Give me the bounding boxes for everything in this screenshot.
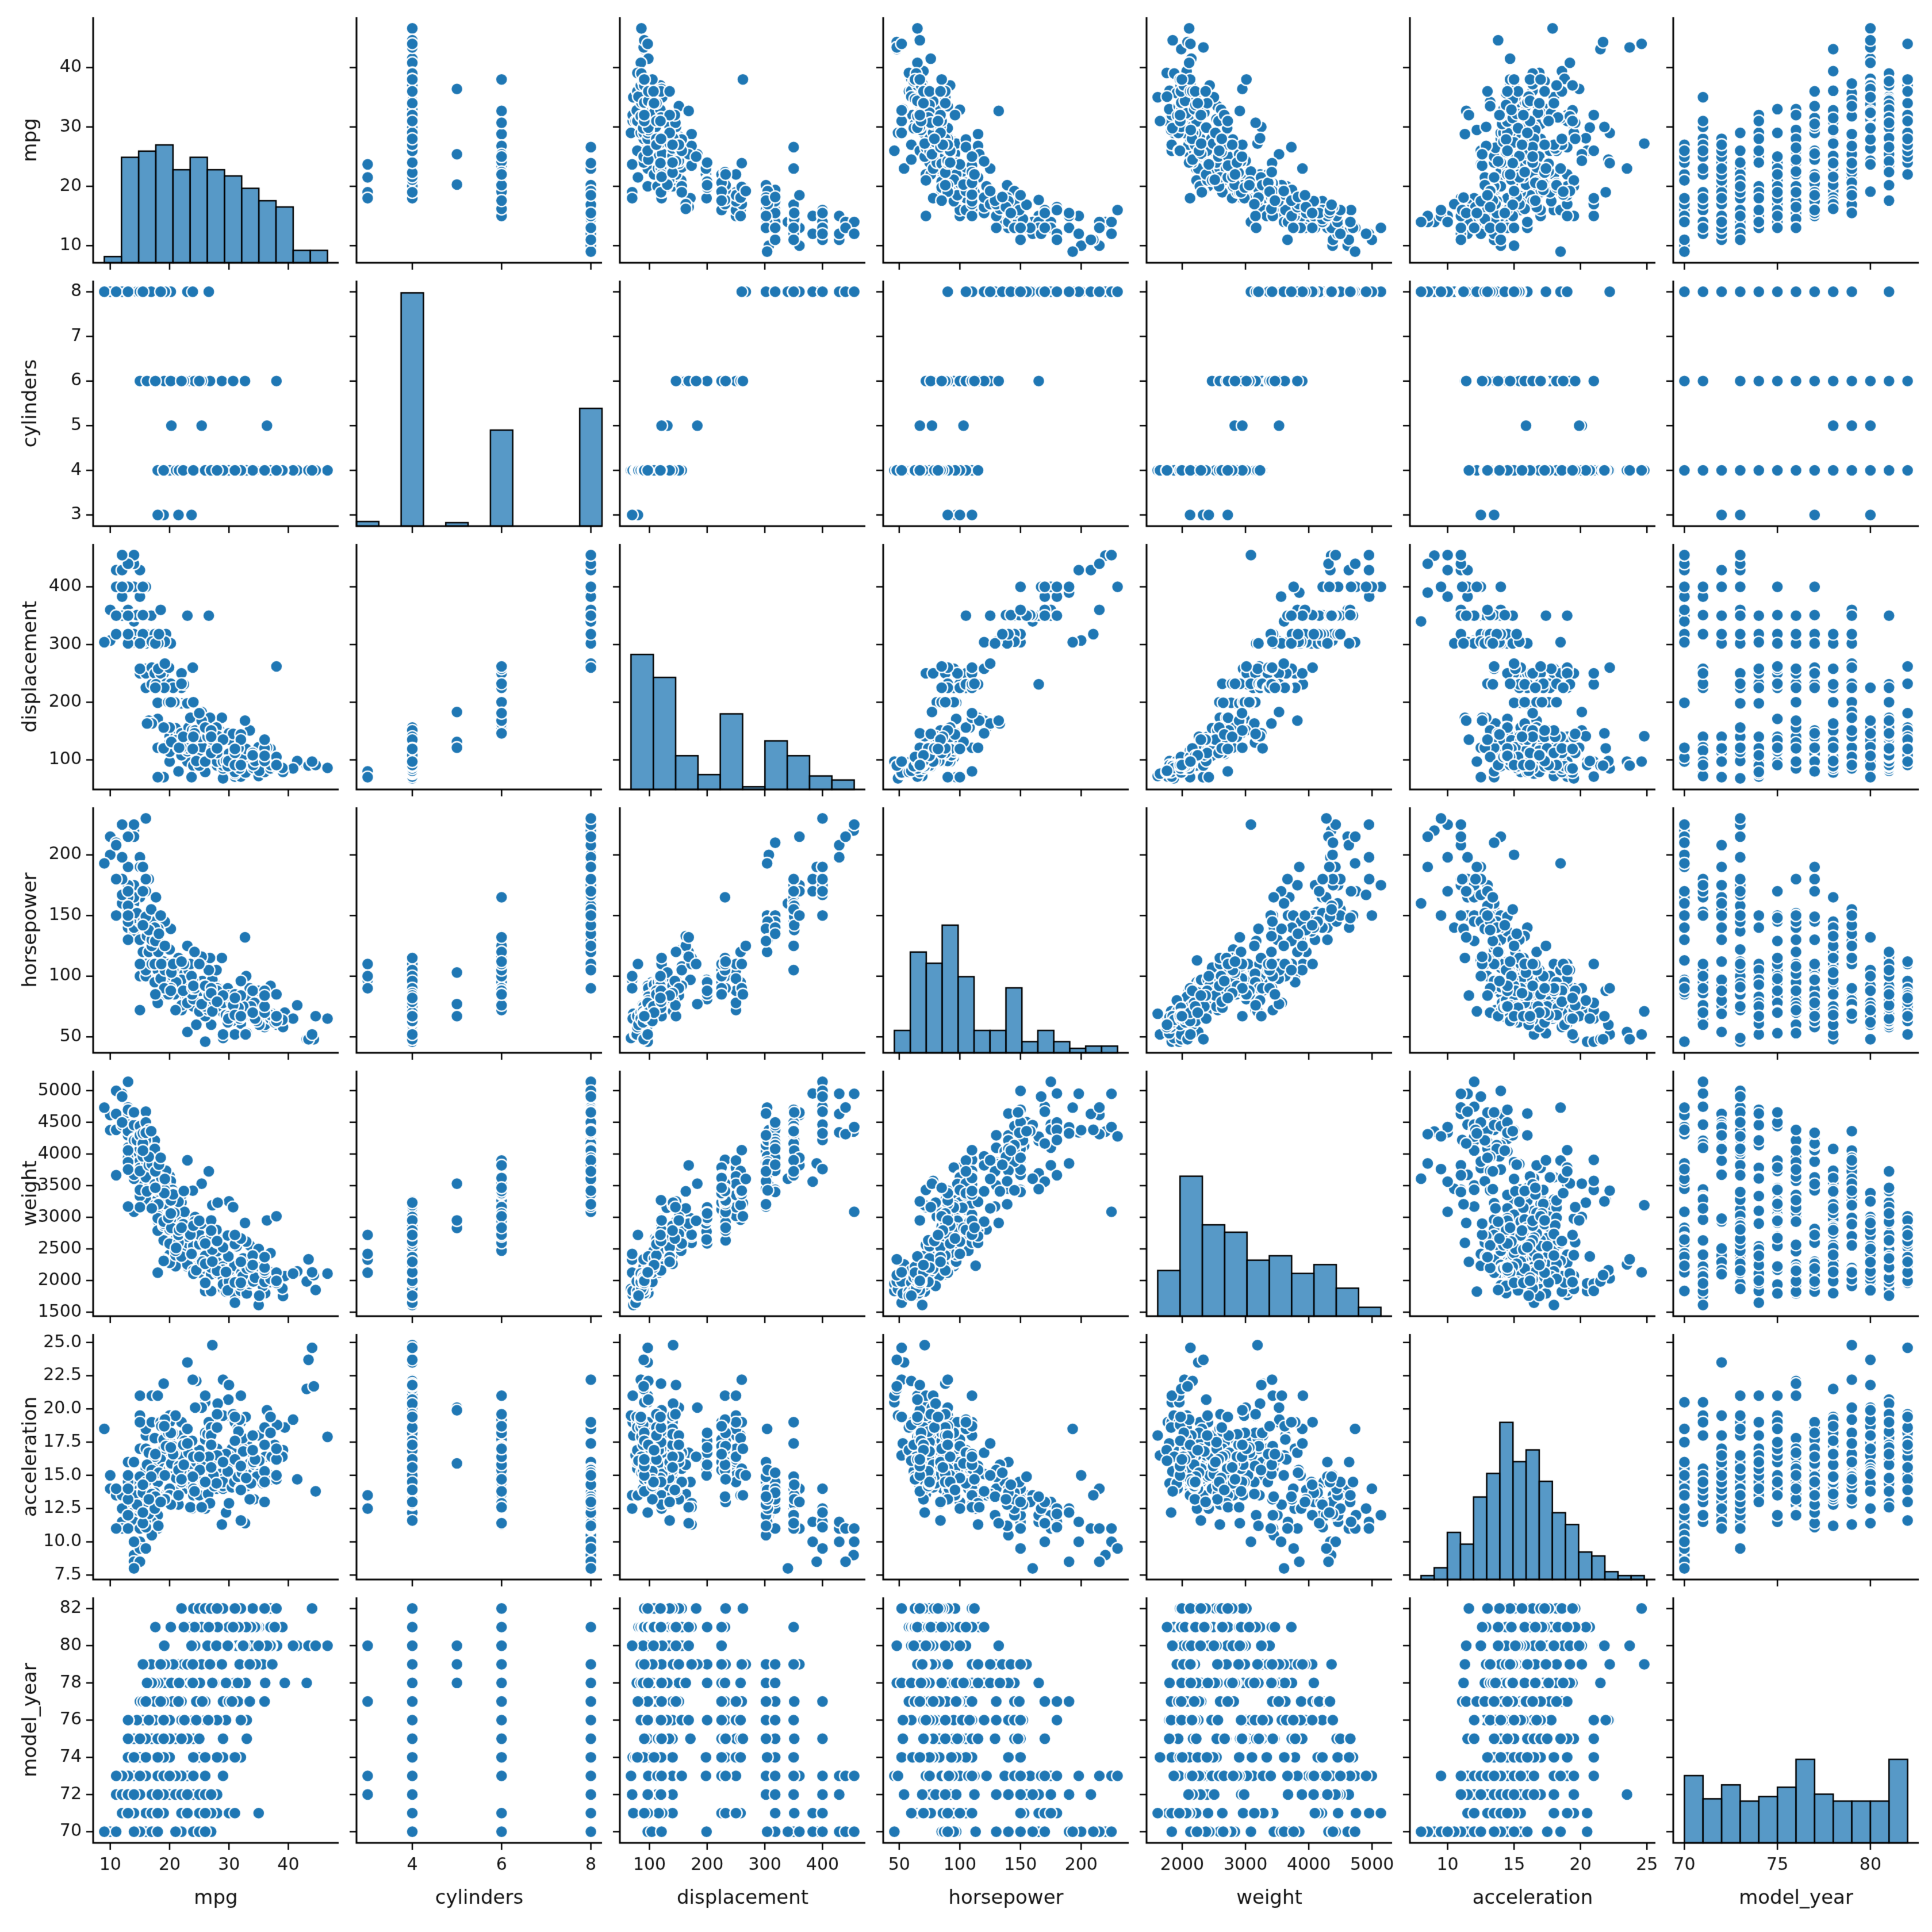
pairplot-figure [0, 0, 1932, 1932]
pairplot-canvas [0, 0, 1932, 1932]
